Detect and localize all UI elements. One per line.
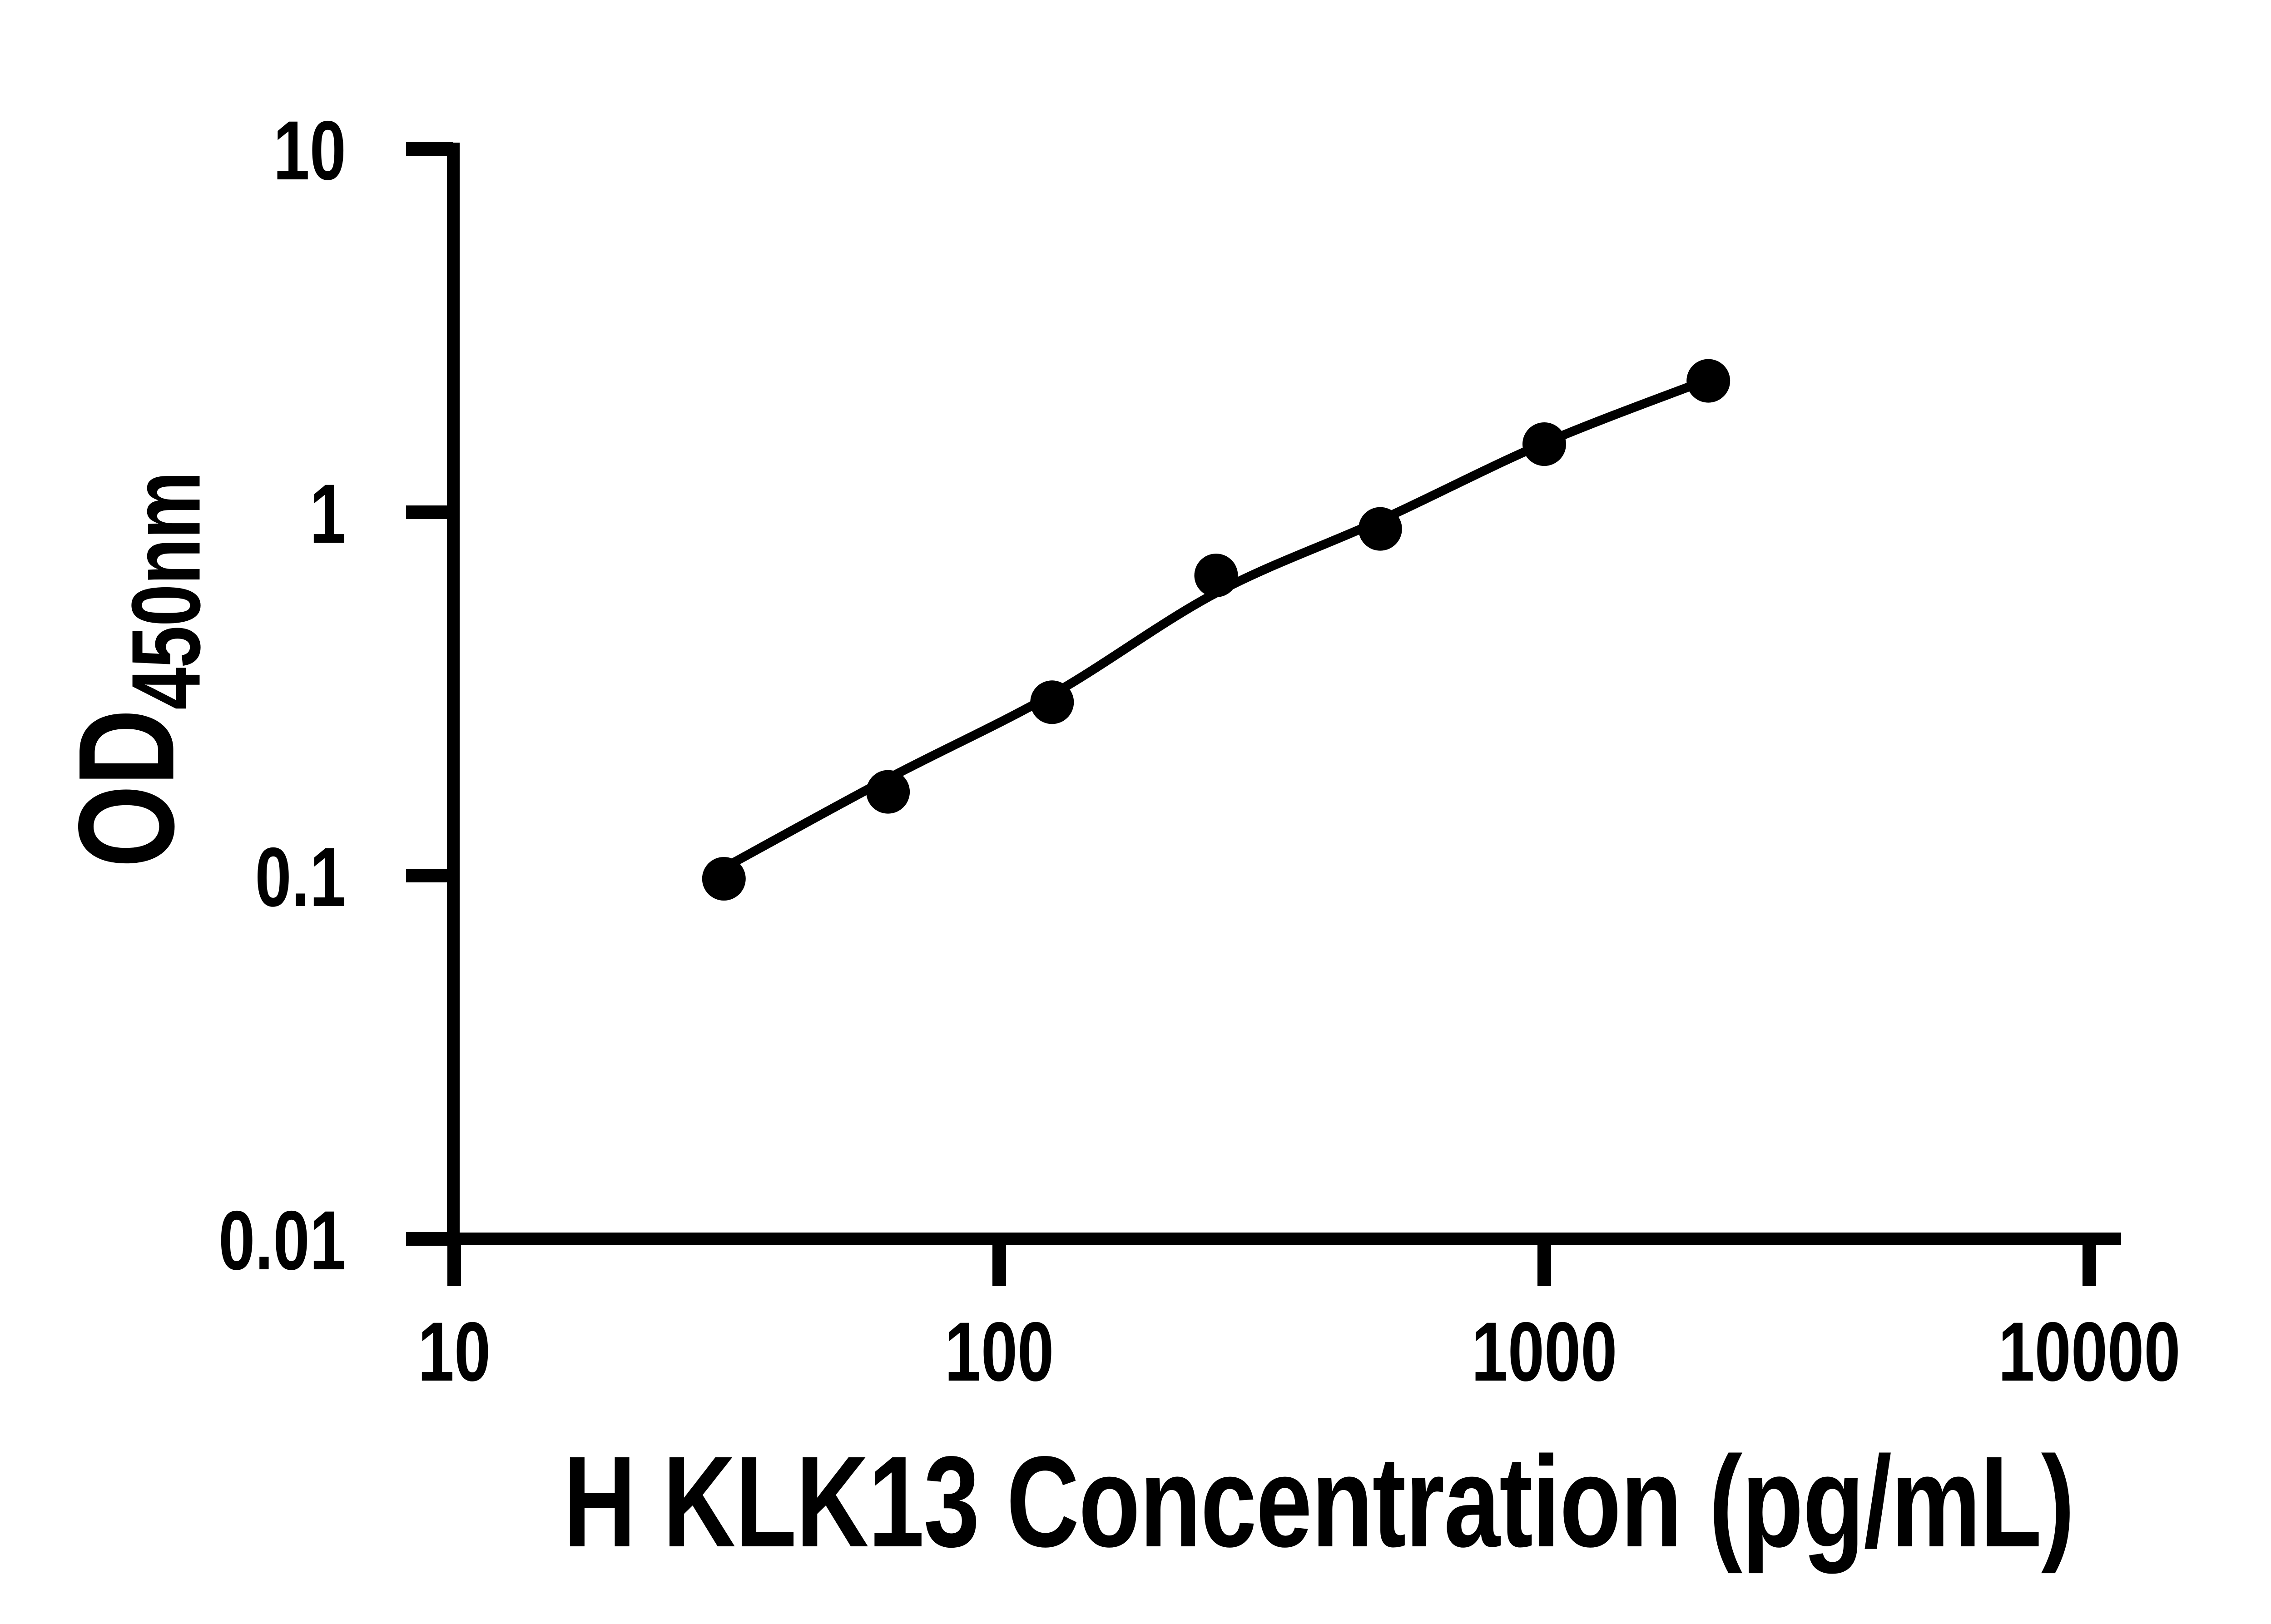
y-tick-label: 0.01 — [218, 1194, 346, 1287]
x-axis-title-text: H KLK13 Concentration (pg/mL) — [563, 1430, 2075, 1574]
y-tick-label-wrap: 10 — [273, 104, 346, 198]
y-axis-title: OD450nm — [50, 472, 221, 867]
tick-labels-group: 10 1 0.1 0.01 10 100 1000 10000 — [218, 104, 2180, 1399]
x-tick-label: 100 — [945, 1305, 1054, 1399]
y-tick-label: 0.1 — [255, 831, 346, 924]
x-tick-label: 1000 — [1472, 1305, 1617, 1399]
data-point — [1030, 680, 1074, 724]
data-point — [1686, 359, 1731, 403]
y-axis-title-subscript: 450nm — [111, 472, 221, 710]
data-point — [702, 857, 746, 901]
plot-group — [702, 359, 1731, 901]
data-point — [866, 770, 910, 814]
ticks-group — [406, 142, 2096, 1286]
x-tick-label-wrap: 1000 — [1472, 1305, 1617, 1399]
x-tick-label-wrap: 10 — [418, 1305, 491, 1399]
y-tick-label-wrap: 0.01 — [218, 1194, 346, 1287]
y-tick-label-wrap: 1 — [310, 467, 346, 561]
axes-group — [447, 143, 2121, 1245]
x-axis-title: H KLK13 Concentration (pg/mL) — [563, 1437, 2075, 1567]
y-tick-label: 10 — [273, 104, 346, 198]
x-tick-label: 10 — [418, 1305, 491, 1399]
y-axis-title-main: OD — [50, 709, 203, 868]
y-tick-label-wrap: 0.1 — [255, 831, 346, 924]
x-tick-label: 10000 — [1998, 1305, 2180, 1399]
x-tick-label-wrap: 10000 — [1998, 1305, 2180, 1399]
data-point — [1194, 554, 1238, 598]
data-point — [1358, 507, 1402, 551]
x-tick-label-wrap: 100 — [945, 1305, 1054, 1399]
data-point — [1522, 422, 1566, 466]
y-tick-label: 1 — [310, 467, 346, 561]
